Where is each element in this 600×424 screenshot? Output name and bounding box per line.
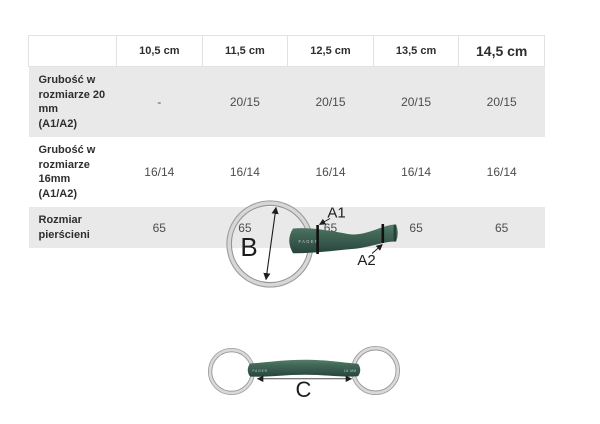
table-row-ring-size: Rozmiar pierścieni 65 65 65 65 65 bbox=[28, 207, 545, 249]
row-label: Grubość w rozmiarze 16mm (A1/A2) bbox=[38, 144, 96, 200]
cell-value: 16/14 bbox=[401, 165, 432, 180]
header-empty-cell bbox=[28, 35, 117, 67]
tick-a2 bbox=[381, 224, 385, 243]
dimension-label-a2: A2 bbox=[357, 252, 375, 269]
pointer-line-a2 bbox=[371, 244, 383, 254]
dimension-line-b bbox=[263, 206, 279, 281]
left-ring-icon bbox=[207, 347, 256, 396]
size-header-10-5[interactable]: 10,5 cm bbox=[116, 35, 203, 67]
cell-value: 20/15 bbox=[486, 95, 517, 110]
dimension-label-b: B bbox=[240, 232, 257, 262]
row-label: Grubość w rozmiarze 20 mm (A1/A2) bbox=[38, 74, 106, 130]
cell-value: 65 bbox=[495, 220, 509, 235]
bit-side-view-diagram: B FAGER A1 A2 bbox=[226, 200, 398, 288]
cell-value: 16/14 bbox=[315, 165, 346, 180]
size-engraving-right: 16 MM bbox=[344, 369, 357, 373]
table-row-thickness-16mm: Grubość w rozmiarze 16mm (A1/A2) 16/14 1… bbox=[28, 137, 545, 208]
cell-value: 65 bbox=[152, 220, 166, 235]
table-header-row: 10,5 cm 11,5 cm 12,5 cm 13,5 cm 14,5 cm bbox=[28, 35, 545, 67]
cell-value: 20/15 bbox=[315, 95, 346, 110]
mouthpiece-bar-icon bbox=[247, 359, 361, 377]
cell-value: 16/14 bbox=[229, 165, 260, 180]
cell-value: - bbox=[157, 95, 162, 110]
size-header-13-5[interactable]: 13,5 cm bbox=[372, 35, 460, 67]
size-header-14-5-selected[interactable]: 14,5 cm bbox=[458, 35, 545, 67]
brand-engraving: FAGER bbox=[299, 239, 320, 244]
cell-value: 16/14 bbox=[486, 165, 517, 180]
mouthpiece-cut-edge bbox=[393, 224, 397, 242]
dimension-label-c: C bbox=[296, 377, 312, 402]
row-label: Rozmiar pierścieni bbox=[38, 214, 90, 241]
cell-value: 16/14 bbox=[144, 165, 175, 180]
table-row-thickness-20mm: Grubość w rozmiarze 20 mm (A1/A2) - 20/1… bbox=[28, 66, 545, 138]
cell-value: 65 bbox=[409, 220, 423, 235]
bit-front-view-diagram: FAGER 16 MM C bbox=[207, 345, 401, 402]
pointer-line-a1 bbox=[318, 218, 331, 225]
cell-value: 20/15 bbox=[401, 95, 432, 110]
brand-engraving-left: FAGER bbox=[253, 369, 268, 373]
size-header-11-5[interactable]: 11,5 cm bbox=[201, 35, 289, 67]
cell-value: 65 bbox=[238, 220, 252, 235]
cell-value: 20/15 bbox=[229, 95, 260, 110]
size-header-12-5[interactable]: 12,5 cm bbox=[287, 35, 374, 67]
size-spec-table: 10,5 cm 11,5 cm 12,5 cm 13,5 cm 14,5 cm … bbox=[28, 35, 545, 249]
dimension-label-a1: A1 bbox=[327, 205, 345, 222]
tick-a1 bbox=[316, 225, 319, 254]
